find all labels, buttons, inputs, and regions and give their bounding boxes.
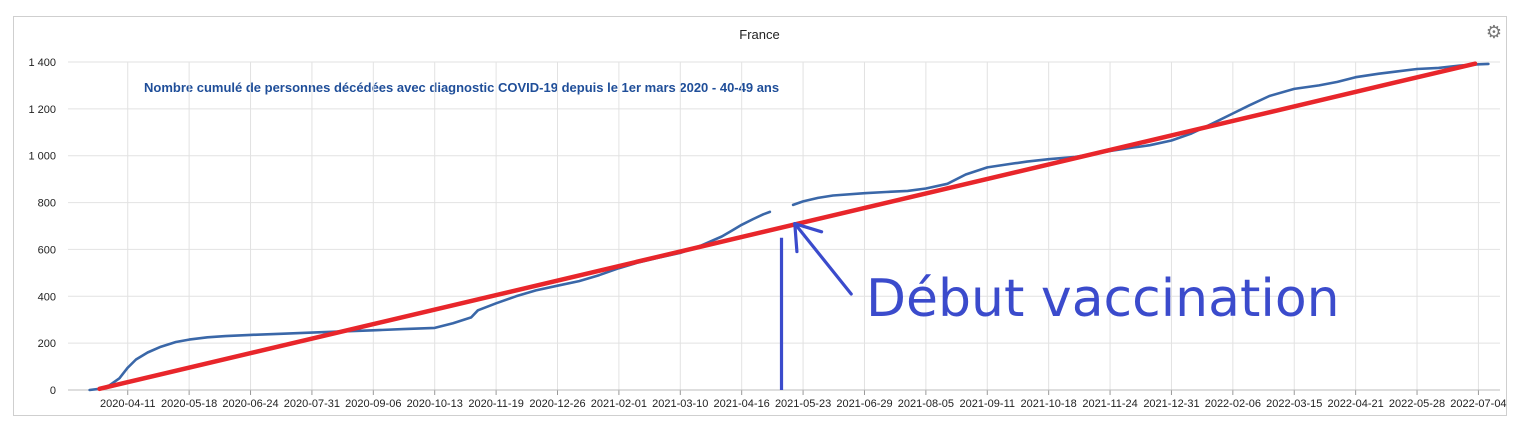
- x-tick-label: 2022-02-06: [1205, 398, 1261, 410]
- chart-title: France: [739, 27, 780, 42]
- y-tick-label: 600: [38, 244, 56, 256]
- x-tick-label: 2020-06-24: [222, 398, 278, 410]
- x-tick-label: 2021-09-11: [960, 398, 1015, 410]
- y-tick-label: 200: [38, 338, 56, 350]
- y-tick-label: 400: [38, 291, 56, 303]
- gear-icon[interactable]: ⚙: [1485, 22, 1503, 42]
- x-tick-label: 2021-06-29: [836, 398, 892, 410]
- annotation-arrowhead: [793, 222, 799, 254]
- x-tick-label: 2022-04-21: [1327, 398, 1383, 410]
- x-tick-label: 2021-03-10: [652, 398, 708, 410]
- x-tick-label: 2021-02-01: [591, 398, 647, 410]
- x-tick-label: 2022-05-28: [1389, 398, 1445, 410]
- x-tick-label: 2021-11-24: [1082, 398, 1137, 410]
- trend-line: [97, 61, 1478, 392]
- series-line: [791, 62, 1490, 207]
- x-tick-label: 2020-11-19: [468, 398, 523, 410]
- y-tick-label: 800: [38, 198, 56, 210]
- y-tick-label: 1 400: [28, 57, 56, 69]
- chart-subtitle: Nombre cumulé de personnes décédées avec…: [144, 80, 780, 95]
- annotation-arrowhead: [793, 222, 824, 234]
- x-tick-label: 2020-05-18: [161, 398, 217, 410]
- y-tick-label: 0: [50, 385, 56, 397]
- series-line: [88, 210, 772, 392]
- x-tick-label: 2021-04-16: [714, 398, 770, 410]
- y-tick-label: 1 200: [28, 104, 56, 116]
- x-tick-label: 2020-04-11: [100, 398, 155, 410]
- x-tick-label: 2020-09-06: [345, 398, 401, 410]
- annotation-label: Début vaccination: [866, 269, 1340, 329]
- annotation-arrow: [793, 222, 853, 296]
- x-tick-label: 2021-10-18: [1021, 398, 1077, 410]
- x-tick-label: 2020-12-26: [529, 398, 585, 410]
- x-tick-label: 2022-03-15: [1266, 398, 1322, 410]
- x-tick-label: 2021-12-31: [1143, 398, 1199, 410]
- y-tick-label: 1 000: [28, 151, 56, 163]
- x-tick-label: 2020-07-31: [284, 398, 340, 410]
- x-tick-label: 2021-08-05: [898, 398, 954, 410]
- x-tick-label: 2021-05-23: [775, 398, 831, 410]
- x-tick-label: 2020-10-13: [407, 398, 463, 410]
- x-tick-label: 2022-07-04: [1450, 398, 1506, 410]
